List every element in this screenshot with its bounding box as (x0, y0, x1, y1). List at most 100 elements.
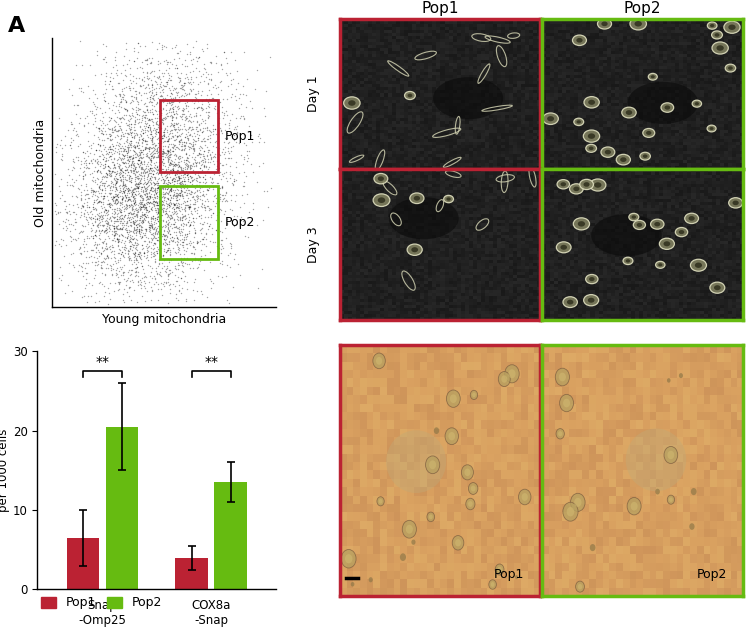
Point (188, 203, 200, 213)
Point (168, 200, 180, 210)
Point (226, 243, 238, 253)
Point (118, 131, 130, 141)
Point (183, 201, 195, 211)
Point (66, 287, 78, 297)
Point (93, 124, 105, 134)
Point (155, 254, 167, 264)
Point (173, 185, 185, 195)
Point (170, 113, 182, 124)
Point (137, 66, 149, 76)
Point (146, 88, 158, 98)
Point (168, 118, 180, 128)
Point (102, 223, 114, 233)
Point (170, 170, 182, 180)
Point (49, 240, 61, 250)
Point (110, 117, 122, 127)
Point (201, 142, 213, 152)
Point (115, 168, 127, 178)
Point (125, 205, 137, 215)
Point (170, 150, 182, 160)
Point (67, 260, 79, 270)
Point (183, 212, 195, 222)
Point (167, 165, 179, 175)
Point (215, 245, 227, 255)
Point (213, 149, 225, 159)
Point (128, 160, 140, 170)
Point (171, 169, 183, 179)
Point (123, 186, 134, 196)
Point (146, 221, 158, 231)
Point (122, 142, 134, 152)
Point (124, 151, 136, 161)
Point (152, 205, 164, 215)
Point (155, 167, 167, 177)
Point (124, 139, 136, 149)
Point (130, 152, 142, 162)
Point (163, 70, 175, 80)
Point (170, 135, 182, 145)
Circle shape (642, 129, 654, 137)
Point (97, 177, 109, 187)
Point (163, 155, 175, 165)
Point (144, 197, 156, 207)
Point (141, 182, 153, 192)
Point (121, 152, 133, 162)
Point (202, 157, 214, 167)
Point (114, 172, 126, 182)
Point (164, 172, 176, 182)
Point (173, 153, 185, 163)
Point (60, 225, 72, 235)
Point (103, 129, 115, 139)
Point (211, 142, 223, 152)
Point (223, 169, 235, 179)
Point (126, 127, 138, 137)
Point (132, 97, 144, 107)
Point (178, 275, 190, 285)
Circle shape (716, 45, 724, 51)
Point (214, 97, 226, 107)
Point (111, 190, 123, 200)
Point (126, 189, 138, 199)
Point (142, 122, 154, 132)
Point (76, 200, 88, 210)
Point (124, 213, 136, 223)
Point (98, 179, 110, 189)
Point (122, 221, 134, 231)
Point (194, 194, 206, 204)
Point (117, 213, 128, 223)
Point (139, 135, 151, 145)
Point (54, 192, 66, 203)
Point (171, 48, 183, 58)
Point (167, 131, 179, 141)
Point (145, 182, 157, 192)
Point (172, 48, 184, 58)
Point (237, 181, 249, 191)
Point (215, 125, 227, 135)
Point (185, 142, 196, 152)
Point (102, 209, 114, 219)
Point (77, 171, 89, 181)
Point (126, 156, 138, 166)
Point (209, 181, 221, 191)
Point (115, 143, 127, 153)
Point (229, 135, 241, 145)
Point (119, 179, 131, 189)
Point (156, 290, 168, 300)
Point (173, 53, 185, 63)
Point (173, 124, 185, 134)
Point (135, 157, 147, 167)
Point (143, 80, 155, 90)
Point (72, 184, 84, 194)
Circle shape (577, 38, 583, 43)
Point (190, 110, 202, 120)
Point (143, 168, 155, 178)
Point (179, 204, 190, 214)
Point (68, 157, 80, 167)
Point (120, 181, 131, 191)
Point (114, 149, 125, 159)
Point (144, 107, 156, 117)
Bar (214, 482, 247, 589)
Point (246, 159, 258, 169)
Point (110, 226, 122, 236)
Point (225, 48, 237, 58)
